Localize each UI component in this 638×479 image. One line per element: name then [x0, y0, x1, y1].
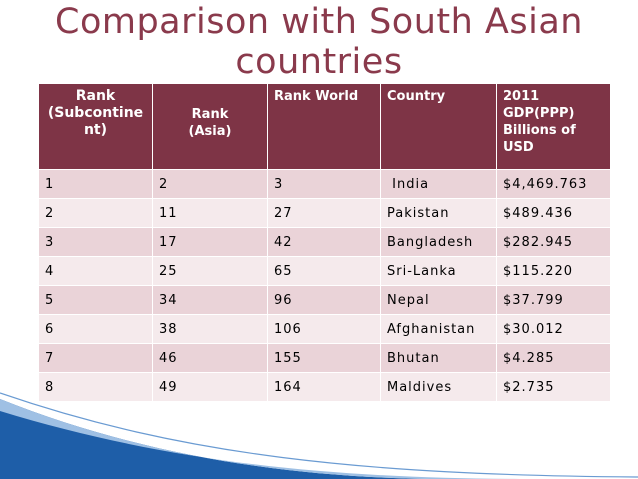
cell-country: India: [380, 169, 497, 199]
title-line-1: Comparison with South Asian: [55, 2, 583, 42]
table-row: 7 46 155 Bhutan $4.285: [38, 343, 611, 373]
header-country: Country: [380, 83, 497, 170]
cell-rank-asia: 11: [152, 198, 268, 228]
table-header-row: Rank (Subcontine nt) Rank (Asia) Rank Wo…: [38, 83, 611, 170]
header-country-label: Country: [387, 89, 446, 104]
cell-rank-asia: 2: [152, 169, 268, 199]
cell-rank-world: 96: [267, 285, 381, 315]
table-row: 3 17 42 Bangladesh $282.945: [38, 227, 611, 257]
cell-rank-world: 3: [267, 169, 381, 199]
cell-country: Sri-Lanka: [380, 256, 497, 286]
cell-country: Pakistan: [380, 198, 497, 228]
table-row: 1 2 3 India $4,469.763: [38, 169, 611, 199]
cell-rank-subcontinent: 8: [38, 372, 153, 402]
header-gdp-line-1: 2011: [503, 89, 540, 104]
header-rank-sub-line-3: nt): [83, 122, 108, 138]
header-rank-subcontinent: Rank (Subcontine nt): [38, 83, 153, 170]
cell-rank-world: 27: [267, 198, 381, 228]
cell-gdp: $4.285: [496, 343, 611, 373]
cell-rank-subcontinent: 1: [38, 169, 153, 199]
cell-country: Afghanistan: [380, 314, 497, 344]
cell-gdp: $115.220: [496, 256, 611, 286]
cell-gdp: $2.735: [496, 372, 611, 402]
header-rank-sub-line-2: (Subcontine: [47, 105, 144, 121]
header-rank-world-label: Rank World: [274, 89, 359, 104]
cell-rank-world: 106: [267, 314, 381, 344]
cell-gdp: $37.799: [496, 285, 611, 315]
cell-country: Nepal: [380, 285, 497, 315]
cell-rank-world: 155: [267, 343, 381, 373]
header-gdp-line-4: USD: [503, 140, 534, 155]
table-row: 4 25 65 Sri-Lanka $115.220: [38, 256, 611, 286]
cell-rank-asia: 46: [152, 343, 268, 373]
cell-rank-asia: 38: [152, 314, 268, 344]
cell-rank-world: 42: [267, 227, 381, 257]
table-row: 6 38 106 Afghanistan $30.012: [38, 314, 611, 344]
table-row: 5 34 96 Nepal $37.799: [38, 285, 611, 315]
cell-rank-world: 65: [267, 256, 381, 286]
cell-rank-subcontinent: 2: [38, 198, 153, 228]
cell-gdp: $282.945: [496, 227, 611, 257]
cell-rank-subcontinent: 7: [38, 343, 153, 373]
header-rank-world: Rank World: [267, 83, 381, 170]
table-row: 2 11 27 Pakistan $489.436: [38, 198, 611, 228]
cell-rank-subcontinent: 6: [38, 314, 153, 344]
header-rank-asia: Rank (Asia): [152, 83, 268, 170]
cell-country: Bangladesh: [380, 227, 497, 257]
cell-rank-world: 164: [267, 372, 381, 402]
cell-rank-subcontinent: 5: [38, 285, 153, 315]
cell-gdp: $30.012: [496, 314, 611, 344]
header-rank-asia-line-2: (Asia): [188, 124, 232, 139]
swoosh-dark: [0, 399, 430, 479]
cell-gdp: $489.436: [496, 198, 611, 228]
gdp-comparison-table: Rank (Subcontine nt) Rank (Asia) Rank Wo…: [38, 83, 611, 402]
swoosh-line: [0, 392, 638, 478]
title-line-2: countries: [235, 42, 403, 82]
table-row: 8 49 164 Maldives $2.735: [38, 372, 611, 402]
cell-country: Maldives: [380, 372, 497, 402]
cell-rank-subcontinent: 3: [38, 227, 153, 257]
cell-rank-asia: 25: [152, 256, 268, 286]
cell-gdp: $4,469.763: [496, 169, 611, 199]
cell-rank-subcontinent: 4: [38, 256, 153, 286]
slide-title: Comparison with South Asian countries: [20, 2, 618, 82]
header-gdp-line-3: Billions of: [503, 123, 576, 138]
header-gdp-line-2: GDP(PPP): [503, 106, 575, 121]
cell-rank-asia: 34: [152, 285, 268, 315]
header-gdp: 2011 GDP(PPP) Billions of USD: [496, 83, 611, 170]
header-rank-asia-line-1: Rank: [191, 107, 229, 122]
cell-country: Bhutan: [380, 343, 497, 373]
header-rank-sub-line-1: Rank: [75, 88, 116, 104]
decorative-swoosh: [0, 392, 638, 479]
cell-rank-asia: 17: [152, 227, 268, 257]
